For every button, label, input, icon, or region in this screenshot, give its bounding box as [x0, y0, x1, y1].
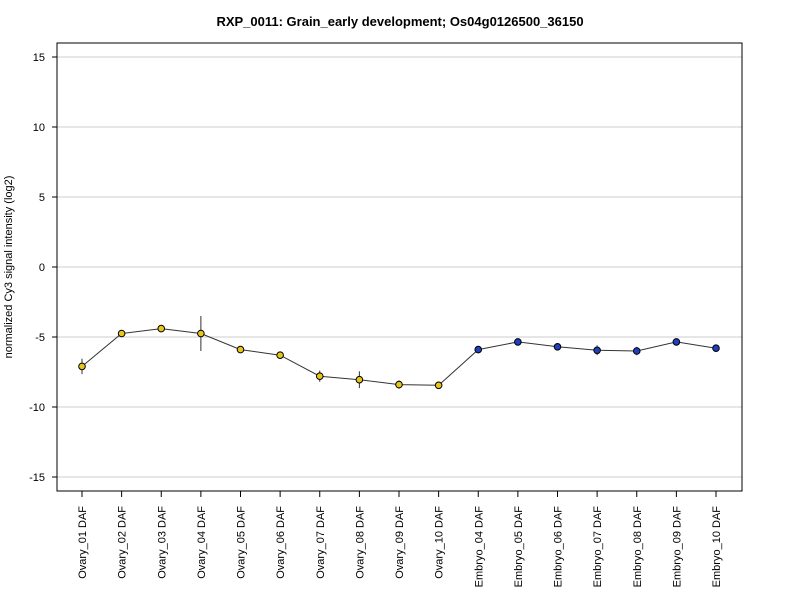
data-point	[474, 345, 483, 354]
x-tick-label: Ovary_05 DAF	[236, 506, 248, 579]
y-tick-label: 5	[39, 192, 45, 204]
data-point	[315, 372, 324, 381]
data-point	[236, 345, 245, 354]
grid-lines	[57, 56, 742, 478]
y-axis: 15 10 5 0 -5 -10 -15	[29, 52, 57, 484]
x-tick-label: Ovary_02 DAF	[117, 506, 129, 579]
data-point	[395, 380, 403, 389]
x-tick-label: Embryo_09 DAF	[671, 506, 683, 588]
y-tick-label: 0	[39, 262, 45, 274]
data-points	[78, 324, 720, 390]
x-tick-label: Ovary_07 DAF	[315, 506, 327, 579]
data-point	[157, 324, 166, 333]
data-point	[117, 329, 126, 338]
x-tick-label: Embryo_07 DAF	[592, 506, 604, 588]
data-point	[355, 375, 364, 384]
x-tick-label: Ovary_09 DAF	[394, 506, 406, 579]
data-point	[276, 351, 284, 360]
x-tick-label: Ovary_03 DAF	[156, 506, 168, 579]
data-point	[78, 362, 86, 371]
x-tick-label: Embryo_10 DAF	[711, 506, 723, 588]
y-tick-label: -15	[29, 472, 45, 484]
y-tick-label: -5	[35, 332, 45, 344]
x-tick-label: Embryo_05 DAF	[513, 506, 525, 588]
data-point	[434, 381, 443, 390]
x-axis: Ovary_01 DAF Ovary_02 DAF Ovary_03 DAF Ovar…	[77, 491, 723, 587]
error-bars	[81, 316, 717, 389]
x-tick-label: Embryo_04 DAF	[473, 506, 485, 588]
y-tick-label: -10	[29, 402, 45, 414]
y-tick-label: 10	[33, 122, 45, 134]
data-point	[672, 338, 681, 346]
y-axis-title: normalized Cy3 signal intensity (log2)	[3, 176, 15, 359]
data-point	[632, 347, 641, 355]
chart-title: RXP_0011: Grain_early development; Os04g…	[216, 14, 584, 29]
x-tick-label: Ovary_08 DAF	[354, 506, 366, 579]
x-tick-label: Ovary_06 DAF	[275, 506, 287, 579]
data-point	[197, 329, 205, 338]
x-tick-label: Embryo_08 DAF	[632, 506, 644, 588]
data-point	[712, 344, 720, 353]
x-tick-label: Ovary_10 DAF	[434, 506, 446, 579]
data-point	[593, 346, 601, 355]
y-tick-label: 15	[33, 52, 45, 64]
data-point	[553, 343, 562, 351]
x-tick-label: Embryo_06 DAF	[553, 506, 565, 588]
x-tick-label: Ovary_04 DAF	[196, 506, 208, 579]
x-tick-label: Ovary_01 DAF	[77, 506, 89, 579]
data-point	[514, 338, 522, 346]
